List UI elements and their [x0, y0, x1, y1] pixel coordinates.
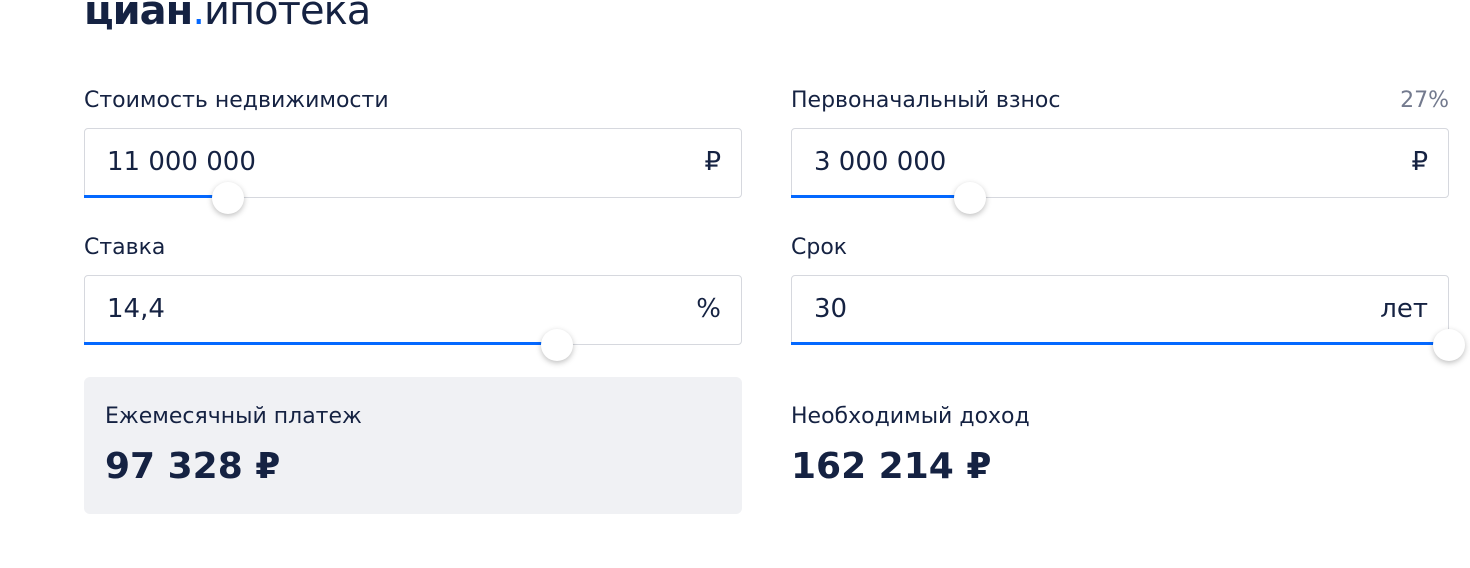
slider-fill [84, 342, 557, 345]
result-label: Ежемесячный платеж [105, 404, 362, 429]
slider-fill [84, 195, 228, 198]
slider-thumb[interactable] [1433, 329, 1465, 361]
field-unit: ₽ [1411, 147, 1428, 177]
result-label: Необходимый доход [791, 404, 1030, 429]
field-value: 14,4 [107, 294, 165, 324]
input-field[interactable]: 30 лет [791, 275, 1449, 345]
input-field[interactable]: 14,4 % [84, 275, 742, 345]
logo-main: циан [84, 0, 193, 34]
field-label: Стоимость недвижимости [84, 88, 389, 113]
slider-fill [791, 195, 970, 198]
field-unit: лет [1380, 294, 1428, 324]
result-value: 162 214 ₽ [791, 446, 992, 487]
input-field[interactable]: 11 000 000 ₽ [84, 128, 742, 198]
field-label: Срок [791, 235, 848, 260]
slider-thumb[interactable] [212, 182, 244, 214]
logo[interactable]: циан.ипотека [84, 0, 371, 34]
logo-dot: . [192, 0, 205, 34]
input-field[interactable]: 3 000 000 ₽ [791, 128, 1449, 198]
field-label: Первоначальный взнос [791, 88, 1061, 113]
slider-thumb[interactable] [954, 182, 986, 214]
field-value: 30 [814, 294, 848, 324]
field-unit: ₽ [704, 147, 721, 177]
field-percent: 27% [1400, 88, 1449, 113]
slider-thumb[interactable] [541, 329, 573, 361]
field-value: 3 000 000 [814, 147, 947, 177]
result-value: 97 328 ₽ [105, 446, 281, 487]
logo-sub: ипотека [204, 0, 371, 34]
slider-fill [791, 342, 1449, 345]
result-card [84, 377, 742, 514]
field-value: 11 000 000 [107, 147, 256, 177]
field-label: Ставка [84, 235, 166, 260]
field-unit: % [696, 294, 721, 324]
